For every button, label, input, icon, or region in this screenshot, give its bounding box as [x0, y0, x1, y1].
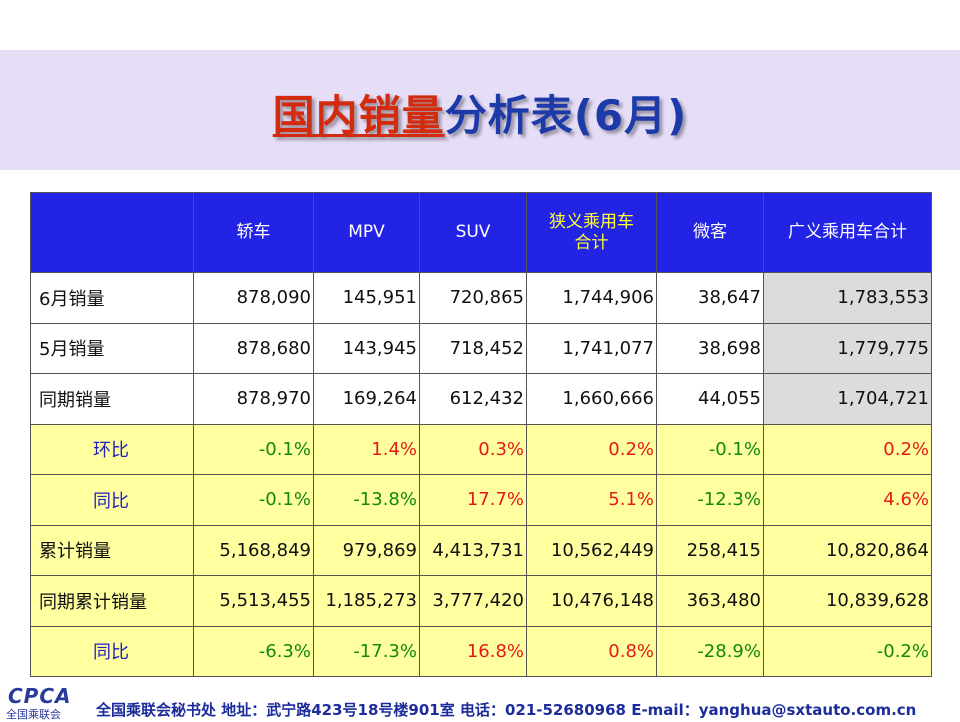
header-suv: SUV: [419, 192, 527, 273]
table-cell: 258,415: [656, 524, 764, 576]
table-cell: 145,951: [313, 272, 420, 324]
table-cell: 3,777,420: [419, 575, 527, 627]
table-cell: 979,869: [313, 524, 420, 576]
table-cell: 17.7%: [419, 474, 527, 526]
table-cell: 143,945: [313, 322, 420, 374]
table-cell: 1,185,273: [313, 575, 420, 627]
table-cell: 878,970: [193, 373, 314, 425]
table-cell: -28.9%: [656, 625, 764, 677]
table-cell: 718,452: [419, 322, 527, 374]
table-cell: 10,820,864: [763, 524, 932, 576]
cpca-logo: CPCA: [8, 684, 72, 708]
row-label: 同比: [30, 625, 194, 677]
table-cell: 1,779,775: [763, 322, 932, 374]
title-part-2: 分析表(6月): [444, 91, 688, 140]
table-cell: -12.3%: [656, 474, 764, 526]
table-cell: 10,562,449: [526, 524, 657, 576]
row-label: 同期销量: [30, 373, 194, 425]
table-row: 环比 -0.1% 1.4% 0.3% 0.2% -0.1% 0.2%: [30, 423, 932, 475]
header-row: 轿车 MPV SUV 狭义乘用车合计 微客 广义乘用车合计: [30, 192, 932, 273]
row-label: 累计销量: [30, 524, 194, 576]
row-label: 同比: [30, 474, 194, 526]
header-narrow-total: 狭义乘用车合计: [526, 192, 657, 273]
cpca-logo-subtitle: 全国乘联会: [6, 708, 61, 721]
table-cell: 5,513,455: [193, 575, 314, 627]
table-cell: 0.2%: [526, 423, 657, 475]
table-cell: 363,480: [656, 575, 764, 627]
row-label: 同期累计销量: [30, 575, 194, 627]
table-cell: -17.3%: [313, 625, 420, 677]
header-sedan: 轿车: [193, 192, 314, 273]
table-row: 同期累计销量 5,513,455 1,185,273 3,777,420 10,…: [30, 575, 932, 627]
sales-analysis-table: 轿车 MPV SUV 狭义乘用车合计 微客 广义乘用车合计 6月销量 878,0…: [30, 192, 932, 677]
table-cell: 16.8%: [419, 625, 527, 677]
header-mpv: MPV: [313, 192, 420, 273]
table-row: 同期销量 878,970 169,264 612,432 1,660,666 4…: [30, 373, 932, 425]
table-cell: 10,476,148: [526, 575, 657, 627]
page-title: 国内销量分析表(6月): [0, 82, 960, 143]
table-cell: -0.1%: [193, 474, 314, 526]
table-cell: 5.1%: [526, 474, 657, 526]
header-broad-total: 广义乘用车合计: [763, 192, 932, 273]
header-blank: [30, 192, 194, 273]
table-cell: 1,704,721: [763, 373, 932, 425]
table-cell: 169,264: [313, 373, 420, 425]
table-cell: 5,168,849: [193, 524, 314, 576]
table-cell: 4,413,731: [419, 524, 527, 576]
table-cell: 720,865: [419, 272, 527, 324]
table-cell: 1,783,553: [763, 272, 932, 324]
table-cell: 38,698: [656, 322, 764, 374]
header-minivan: 微客: [656, 192, 764, 273]
table-row: 同比 -6.3% -17.3% 16.8% 0.8% -28.9% -0.2%: [30, 625, 932, 677]
row-label: 6月销量: [30, 272, 194, 324]
table-cell: -6.3%: [193, 625, 314, 677]
table-cell: 44,055: [656, 373, 764, 425]
table-cell: 1,744,906: [526, 272, 657, 324]
table-row: 同比 -0.1% -13.8% 17.7% 5.1% -12.3% 4.6%: [30, 474, 932, 526]
table-cell: 0.2%: [763, 423, 932, 475]
row-label: 环比: [30, 423, 194, 475]
table-row: 5月销量 878,680 143,945 718,452 1,741,077 3…: [30, 322, 932, 374]
table-cell: 1,660,666: [526, 373, 657, 425]
table-cell: 0.8%: [526, 625, 657, 677]
table-cell: 10,839,628: [763, 575, 932, 627]
table-cell: 612,432: [419, 373, 527, 425]
table-cell: -0.1%: [656, 423, 764, 475]
table-cell: -0.2%: [763, 625, 932, 677]
table-cell: 4.6%: [763, 474, 932, 526]
table-row: 累计销量 5,168,849 979,869 4,413,731 10,562,…: [30, 524, 932, 576]
table-row: 6月销量 878,090 145,951 720,865 1,744,906 3…: [30, 272, 932, 324]
title-band: [0, 50, 960, 170]
row-label: 5月销量: [30, 322, 194, 374]
table-cell: -0.1%: [193, 423, 314, 475]
table-cell: 38,647: [656, 272, 764, 324]
table-cell: 0.3%: [419, 423, 527, 475]
table-cell: 1,741,077: [526, 322, 657, 374]
table-cell: -13.8%: [313, 474, 420, 526]
footer-contact: 全国乘联会秘书处 地址：武宁路423号18号楼901室 电话：021-52680…: [96, 701, 917, 719]
title-part-1: 国内销量: [272, 91, 445, 140]
table-cell: 878,680: [193, 322, 314, 374]
table-cell: 1.4%: [313, 423, 420, 475]
table-cell: 878,090: [193, 272, 314, 324]
